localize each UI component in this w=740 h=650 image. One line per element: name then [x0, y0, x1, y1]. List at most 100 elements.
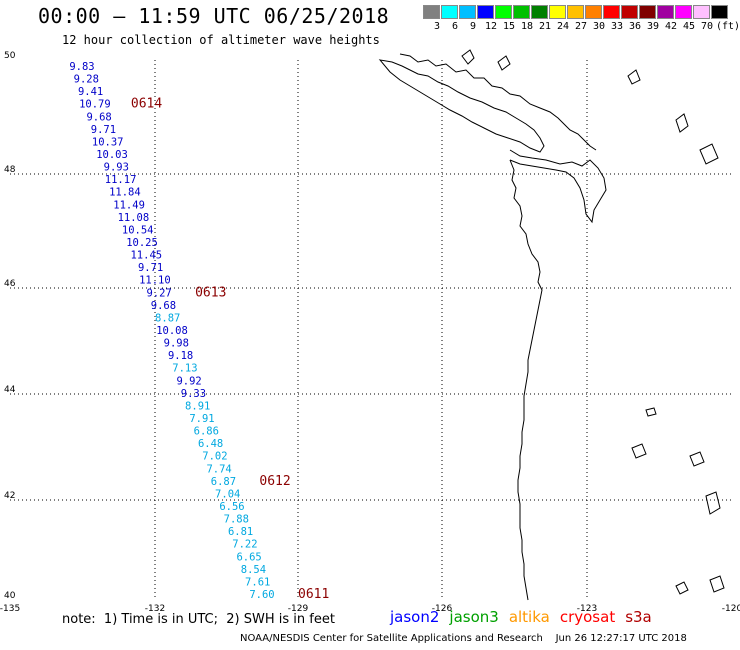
swh-value: 10.54	[122, 224, 154, 236]
pass-date-label: 0613	[195, 285, 226, 300]
pass-date-label: 0614	[131, 97, 162, 112]
note-text: note: 1) Time is in UTC; 2) SWH is in fe…	[62, 612, 335, 627]
legend-altika: altika	[508, 608, 550, 626]
swh-value: 10.08	[156, 325, 188, 337]
swh-value: 8.91	[185, 400, 210, 412]
coastline	[378, 49, 725, 601]
credit-text: NOAA/NESDIS Center for Satellite Applica…	[240, 633, 687, 644]
colorbar-swatch	[639, 5, 656, 19]
colorbar-swatch	[495, 5, 512, 19]
legend-jason2: jason2	[390, 608, 440, 626]
lon-tick-label: -135	[0, 604, 20, 614]
colorbar-label: 70	[700, 21, 714, 32]
swh-value: 11.17	[105, 174, 137, 186]
lon-tick-label: -123	[577, 604, 597, 614]
lake-7	[675, 581, 689, 595]
pass-date-label: 0612	[259, 474, 290, 489]
colorbar-swatch	[549, 5, 566, 19]
swh-value: 10.25	[126, 237, 158, 249]
swh-value: 7.04	[215, 488, 240, 500]
swh-value: 9.83	[69, 61, 94, 73]
lake-3	[645, 407, 657, 417]
colorbar-swatch	[441, 5, 458, 19]
lon-tick-label: -132	[145, 604, 165, 614]
swh-value: 7.74	[206, 463, 231, 475]
lake-6	[705, 491, 721, 515]
lake-8	[709, 575, 725, 593]
swh-value: 6.48	[198, 438, 223, 450]
colorbar-label: 6	[451, 21, 459, 32]
island-2	[497, 55, 511, 71]
lat-tick-label: 42	[4, 491, 15, 501]
swh-value: 6.65	[236, 551, 261, 563]
swh-value: 9.18	[168, 350, 193, 362]
legend-cryosat: cryosat	[559, 608, 616, 626]
colorbar-swatch	[657, 5, 674, 19]
lake-1	[675, 113, 689, 133]
swh-value: 11.45	[130, 250, 162, 262]
swh-value: 7.61	[245, 576, 270, 588]
swh-value: 8.54	[241, 564, 266, 576]
colorbar-label: 3	[433, 21, 441, 32]
colorbar-label: 12	[484, 21, 498, 32]
colorbar-label: 15	[502, 21, 516, 32]
swh-value: 7.88	[224, 514, 249, 526]
colorbar-label: 30	[592, 21, 606, 32]
colorbar-label: 18	[520, 21, 534, 32]
swh-value: 6.86	[194, 426, 219, 438]
colorbar-swatch	[675, 5, 692, 19]
swh-value: 9.28	[74, 74, 99, 86]
colorbar-swatch	[531, 5, 548, 19]
colorbar-swatch	[693, 5, 710, 19]
swh-value: 10.03	[96, 149, 128, 161]
satellite-legend: jason2 jason3 altika cryosat s3a	[390, 608, 662, 626]
legend-s3a: s3a	[625, 608, 652, 626]
map-subtitle: 12 hour collection of altimeter wave hei…	[62, 33, 380, 47]
colorbar-swatch	[423, 5, 440, 19]
swh-value: 7.60	[249, 589, 274, 601]
swh-value: 9.27	[146, 287, 171, 299]
swh-value: 6.56	[219, 501, 244, 513]
colorbar-swatch	[459, 5, 476, 19]
swh-value: 11.10	[139, 275, 171, 287]
swh-value: 7.22	[232, 539, 257, 551]
axis-tick-labels: -135 -132 -129 -126 -123 -120 50 48 46 44 42 40	[0, 51, 740, 614]
island-3	[627, 69, 641, 85]
swh-value: 9.68	[151, 300, 176, 312]
colorbar-label: 27	[574, 21, 588, 32]
swh-value: 6.87	[211, 476, 236, 488]
swh-value: 9.41	[78, 86, 103, 98]
lon-tick-label: -129	[288, 604, 309, 614]
legend-jason3: jason3	[449, 608, 499, 626]
bc-mainland-coast	[399, 53, 597, 151]
swh-value: 7.02	[202, 451, 227, 463]
vancouver-island	[378, 59, 545, 153]
swh-value: 9.33	[181, 388, 206, 400]
swh-value: 10.37	[92, 136, 124, 148]
colorbar-label: 36	[628, 21, 642, 32]
colorbar-label: 21	[538, 21, 552, 32]
swh-value: 9.93	[104, 162, 129, 174]
lon-tick-label: -126	[432, 604, 453, 614]
lake-5	[689, 451, 705, 467]
colorbar-swatch	[477, 5, 494, 19]
swh-value: 11.84	[109, 187, 141, 199]
swh-value: 11.08	[118, 212, 150, 224]
swh-value: 7.13	[172, 363, 197, 375]
puget-sound	[509, 149, 607, 224]
wave-height-colorbar	[423, 5, 729, 19]
colorbar-label: 33	[610, 21, 624, 32]
colorbar-swatch	[513, 5, 530, 19]
swh-value: 8.87	[155, 312, 180, 324]
lat-tick-label: 40	[4, 591, 16, 601]
colorbar-label: 39	[646, 21, 660, 32]
pass-date-label: 0611	[298, 587, 329, 602]
lat-tick-label: 48	[4, 165, 16, 175]
swh-value: 9.92	[176, 375, 201, 387]
swh-value: 10.79	[79, 99, 111, 111]
colorbar-swatch	[567, 5, 584, 19]
swh-value: 11.49	[113, 199, 145, 211]
colorbar-swatch	[621, 5, 638, 19]
lat-tick-label: 46	[4, 279, 16, 289]
